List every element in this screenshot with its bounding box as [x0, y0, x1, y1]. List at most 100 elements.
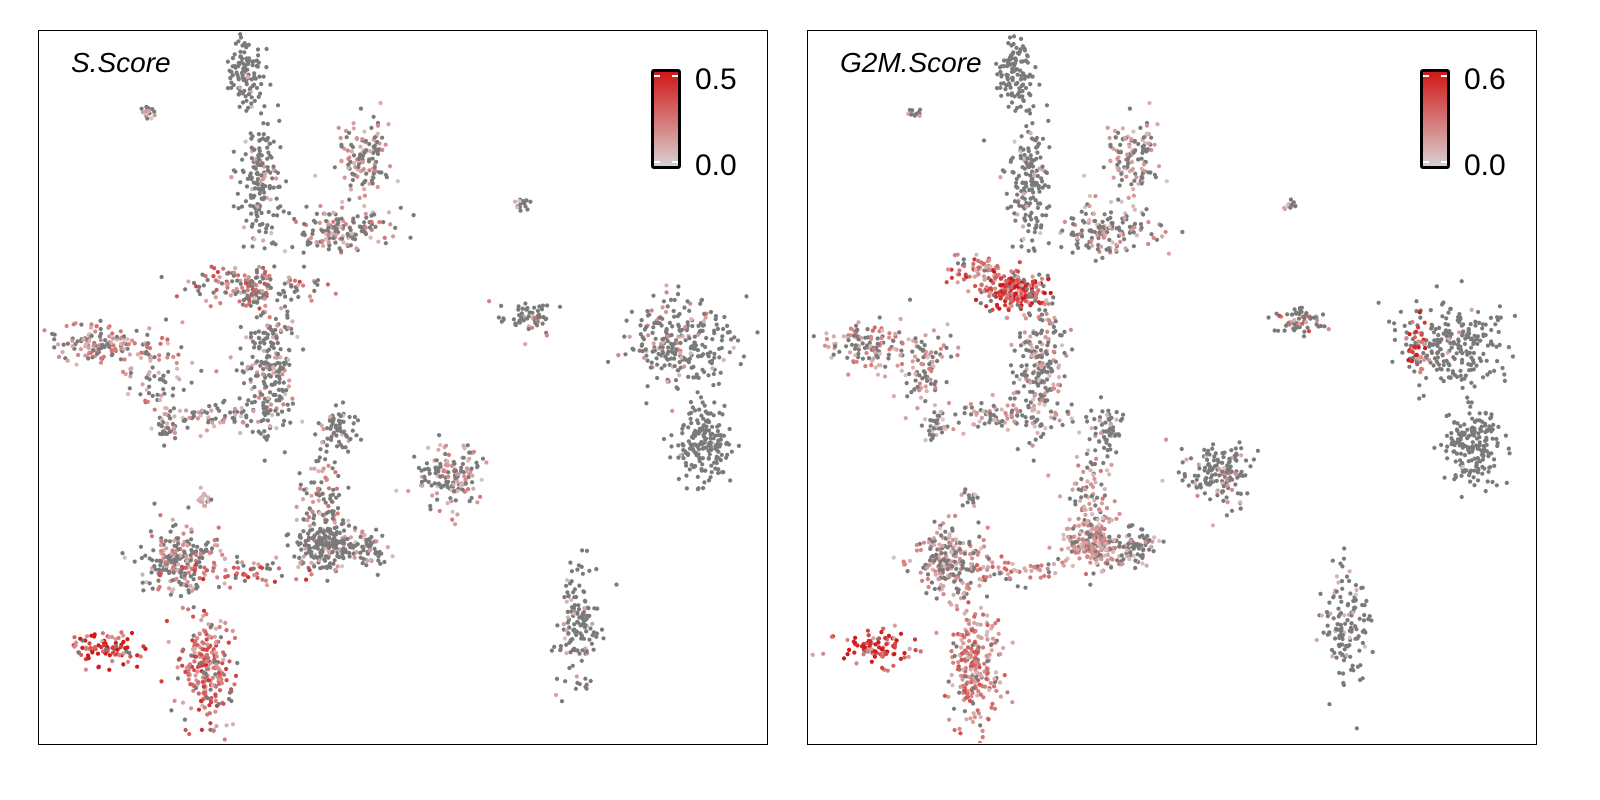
cell-point [258, 363, 263, 368]
cell-point [406, 488, 411, 494]
cell-point [250, 244, 255, 249]
cell-point [998, 69, 1003, 74]
cell-point [717, 355, 722, 360]
cell-point [731, 345, 736, 350]
cell-point [323, 520, 328, 525]
cell-point [1098, 556, 1103, 561]
cell-point [290, 245, 295, 250]
cell-point [200, 272, 205, 277]
cell-point [147, 377, 152, 382]
cell-point [386, 210, 392, 215]
cell-point [943, 529, 948, 534]
cell-point [588, 678, 593, 684]
cell-point [1093, 425, 1098, 431]
cell-point [72, 635, 77, 640]
cell-point [434, 491, 440, 496]
cell-point [672, 297, 677, 303]
cell-point [576, 607, 582, 612]
cell-point [348, 543, 353, 548]
cell-point [1073, 502, 1078, 507]
cell-point [356, 164, 361, 170]
cell-point [659, 323, 664, 328]
cell-point [1114, 516, 1119, 521]
cell-point [710, 337, 715, 342]
cell-point [654, 356, 659, 361]
cell-point [244, 82, 249, 87]
cell-point [116, 635, 121, 641]
cell-point [645, 358, 650, 363]
cell-point [170, 393, 175, 398]
cell-point [1033, 226, 1038, 231]
cell-point [582, 598, 588, 604]
cell-point [1084, 546, 1089, 551]
cell-point [230, 279, 235, 284]
cell-point [1048, 409, 1054, 414]
cell-point [1109, 565, 1114, 570]
cell-point [1119, 177, 1124, 183]
cell-point [1020, 44, 1026, 49]
cell-point [352, 555, 357, 560]
cell-point [204, 428, 209, 433]
cell-point [627, 334, 632, 339]
cell-point [1020, 195, 1025, 200]
cell-point [665, 304, 670, 309]
cell-point [1001, 274, 1007, 279]
cell-point [578, 623, 583, 628]
cell-point [382, 235, 387, 240]
cell-point [1079, 209, 1084, 214]
cell-point [1029, 161, 1034, 166]
cell-point [1149, 544, 1154, 550]
cell-point [243, 281, 249, 286]
cell-point [319, 423, 324, 428]
cell-point [152, 374, 157, 379]
cell-point [180, 700, 186, 705]
cell-point [915, 384, 920, 389]
cell-point [1052, 416, 1057, 421]
cell-point [98, 318, 103, 323]
cell-point [1099, 422, 1104, 427]
cell-point [229, 85, 234, 90]
cell-point [246, 575, 251, 580]
cell-point [109, 353, 114, 358]
cell-point [1023, 171, 1028, 176]
cell-point [267, 273, 272, 278]
cell-point [465, 443, 470, 448]
cell-point [1086, 448, 1091, 453]
cell-point [1094, 456, 1099, 461]
cell-point [207, 703, 212, 708]
cell-point [263, 269, 268, 274]
cell-point [193, 654, 198, 659]
cell-point [665, 357, 671, 362]
cell-point [1029, 289, 1035, 294]
cell-point [267, 566, 272, 572]
cell-point [307, 523, 313, 528]
cell-point [1105, 561, 1110, 566]
cell-point [200, 640, 205, 645]
cell-point [234, 286, 239, 292]
cell-point [208, 727, 213, 732]
cell-point [260, 161, 265, 166]
legend-tick [672, 161, 678, 163]
cell-point [249, 104, 254, 109]
cell-point [316, 542, 321, 547]
cell-point [332, 520, 337, 525]
cell-point [929, 437, 934, 442]
cell-point [118, 329, 123, 334]
cell-point [1093, 539, 1098, 544]
cell-point [282, 290, 287, 295]
cell-point [193, 685, 199, 691]
cell-point [368, 558, 373, 563]
cell-point [249, 156, 254, 161]
cell-point [685, 320, 690, 325]
cell-point [1136, 546, 1142, 551]
cell-point [170, 517, 175, 522]
cell-point [877, 351, 883, 356]
cell-point [987, 293, 992, 299]
cell-point [233, 412, 238, 417]
cell-point [334, 444, 340, 449]
cell-point [882, 374, 888, 379]
cell-point [1090, 484, 1096, 490]
cell-point [899, 361, 905, 367]
legend-tick [654, 75, 660, 77]
cell-point [697, 459, 702, 464]
